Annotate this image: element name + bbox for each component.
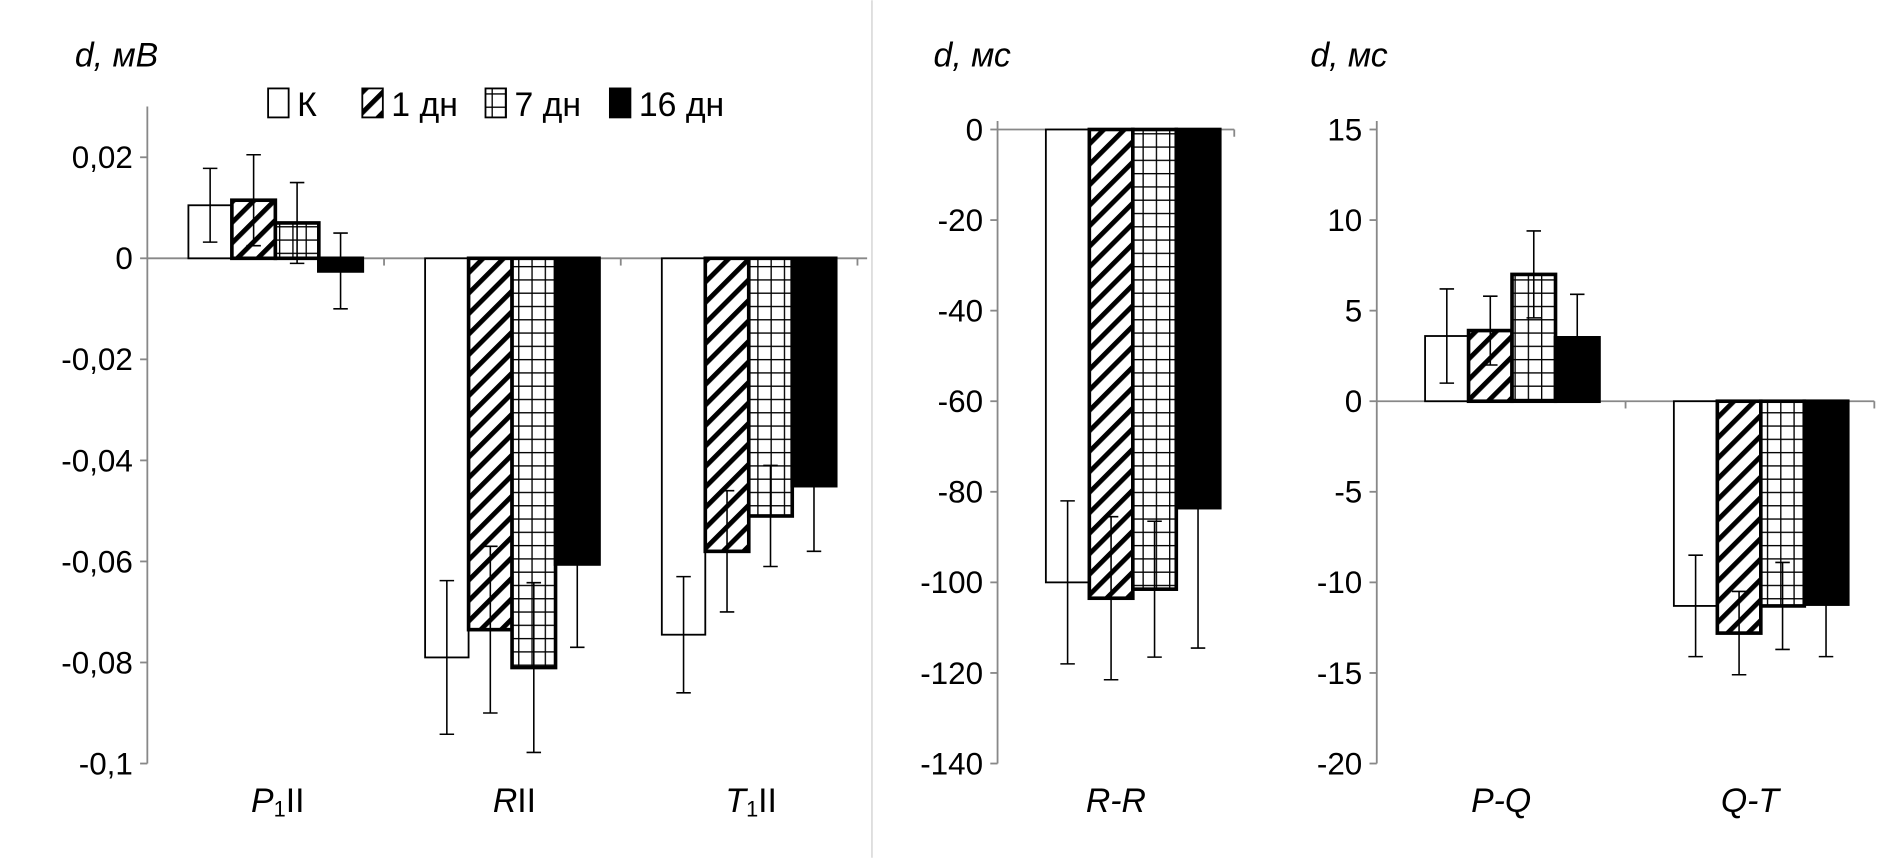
y-tick-label: -80 (938, 475, 983, 510)
legend-swatch (608, 87, 632, 119)
y-tick-label: -20 (938, 203, 983, 238)
category-main: R-R (1086, 782, 1146, 820)
x-category-label: P1II (251, 782, 304, 822)
x-category-label: Q-T (1721, 782, 1782, 820)
error-bar (1688, 554, 1703, 658)
category-suffix: II (286, 782, 305, 820)
error-bar (526, 581, 542, 754)
legend-swatch (361, 87, 384, 119)
error-bar (1818, 550, 1834, 658)
y-axis-label: d, мВ (75, 37, 158, 75)
y-tick-label: -0,08 (61, 645, 133, 680)
legend-swatch (267, 87, 290, 119)
error-bar (202, 167, 218, 243)
error-bar (1570, 293, 1585, 383)
chart-panel-2: 0 -20 -40 -60 -80 -100 -120 -140 d, мс R-R (920, 37, 1236, 820)
y-axis-label: d, мс (934, 37, 1011, 75)
error-bar (439, 579, 455, 736)
error-bar (333, 232, 348, 310)
error-bar (1190, 366, 1206, 649)
category-main: P (251, 782, 274, 820)
x-category-label: T1II (725, 782, 777, 822)
error-bar (246, 153, 261, 247)
error-bar (719, 489, 735, 613)
error-bar (1103, 515, 1119, 681)
y-tick-label: -20 (1317, 746, 1362, 781)
error-bar (1147, 520, 1162, 658)
y-tick-label: -10 (1317, 565, 1362, 600)
legend: К 1 дн 7 дн 16 дн (267, 86, 724, 124)
chart-panel-3: 15 10 5 0 -5 -10 -15 -20 d, мс P-Q Q-T (1310, 37, 1876, 820)
y-tick-label: 0 (1345, 384, 1362, 419)
category-subscript: 1 (746, 797, 758, 822)
error-bar (676, 575, 691, 694)
category-subscript: 1 (274, 797, 286, 822)
y-axis-label: d, мс (1310, 37, 1387, 75)
error-bar (1526, 230, 1542, 319)
category-main: T (725, 782, 748, 820)
error-bar (1483, 295, 1498, 366)
y-tick-label: -15 (1317, 656, 1362, 691)
x-category-label: RII (493, 782, 536, 820)
y-tick-label: 5 (1345, 294, 1362, 329)
error-bar (570, 479, 585, 649)
legend-label: 7 дн (514, 86, 581, 124)
y-tick-label: 0,02 (72, 140, 133, 175)
error-bar (1439, 288, 1455, 384)
category-suffix: II (758, 782, 777, 820)
y-tick-label: -120 (920, 656, 983, 691)
legend-label: 16 дн (639, 86, 724, 124)
y-tick-label: -140 (920, 746, 983, 781)
category-main: P-Q (1471, 782, 1531, 820)
y-tick-label: -5 (1334, 475, 1362, 510)
y-tick-label: -0,06 (61, 544, 133, 579)
x-category-label: R-R (1086, 782, 1146, 820)
y-tick-label: -0,1 (79, 746, 133, 781)
bar-7дн-R-R (1131, 127, 1179, 591)
category-main: R (493, 782, 517, 820)
y-tick-label: -100 (920, 565, 983, 600)
y-tick-label: 0 (115, 241, 132, 276)
error-bar (289, 181, 305, 265)
error-bar (1060, 500, 1075, 665)
y-tick-label: -0,02 (61, 342, 133, 377)
category-main: Q-T (1721, 782, 1782, 820)
y-tick-label: -0,04 (61, 443, 133, 478)
error-bar (763, 464, 778, 568)
error-bar (1775, 561, 1790, 651)
x-category-label: P-Q (1471, 782, 1531, 820)
error-bar (806, 419, 822, 553)
category-suffix: II (517, 782, 536, 820)
y-tick-label: 10 (1327, 203, 1362, 238)
y-tick-label: 0 (966, 112, 983, 147)
legend-label: К (297, 86, 317, 124)
error-bar (1731, 590, 1747, 676)
legend-label: 1 дн (391, 86, 458, 124)
y-tick-label: 15 (1327, 112, 1362, 147)
error-bar (483, 545, 498, 714)
legend-swatch (484, 87, 507, 119)
y-tick-label: -60 (938, 384, 983, 419)
y-tick-label: -40 (938, 294, 983, 329)
